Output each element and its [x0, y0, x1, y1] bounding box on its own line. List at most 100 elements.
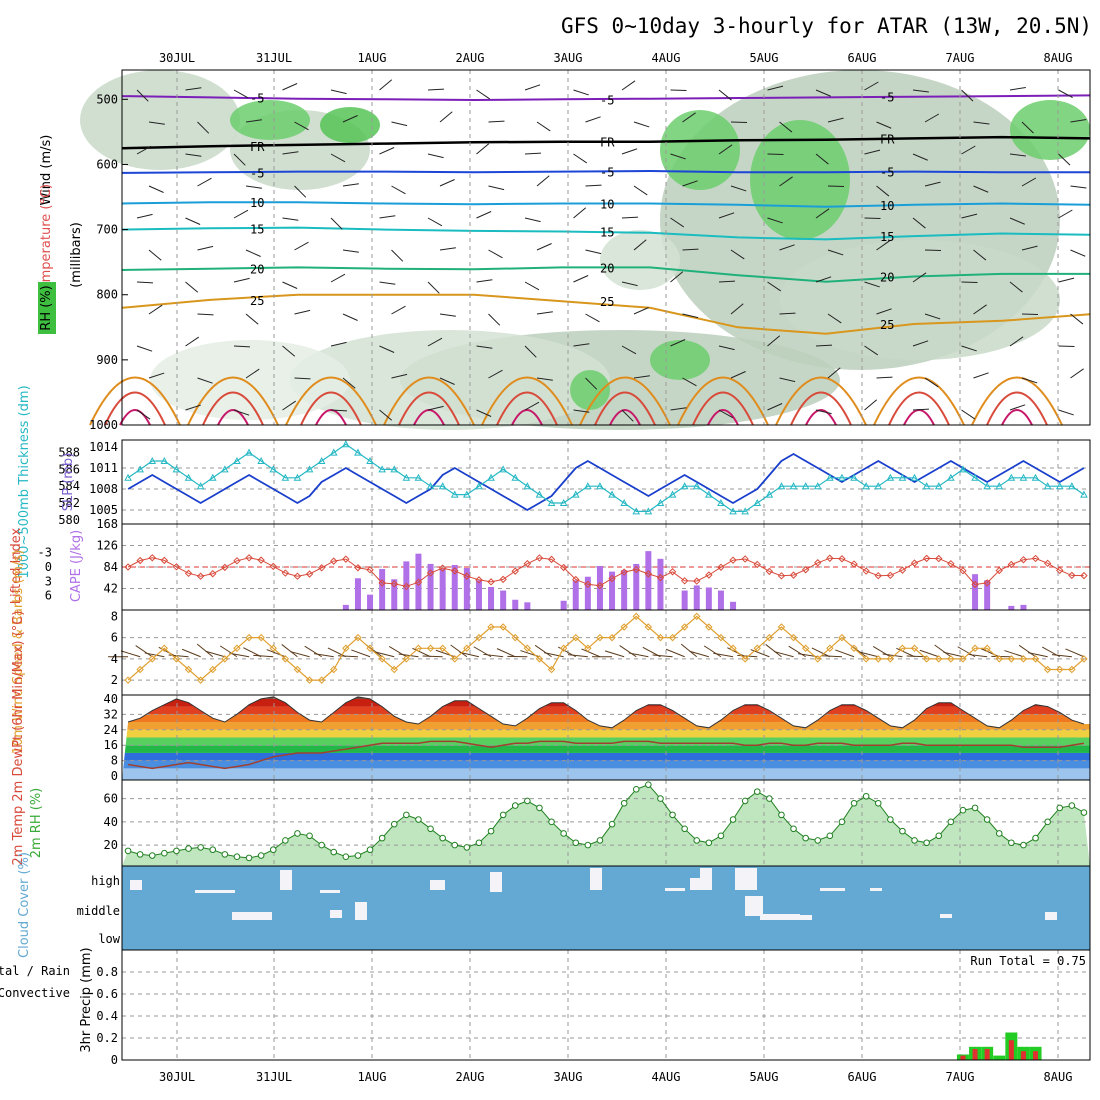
wind-barb-202	[233, 409, 250, 416]
low-contour-orange-4	[481, 376, 573, 426]
wind-barb-16	[912, 89, 929, 93]
cloud-background	[122, 866, 1090, 950]
low-contour-red-6	[692, 391, 754, 426]
li-marker-20	[366, 566, 374, 574]
wind10m-marker-4	[172, 655, 181, 663]
wind-barb-208	[524, 401, 540, 411]
contour-label-4-1: 15	[600, 226, 614, 240]
rh-marker-20	[366, 846, 374, 854]
rh-marker-68	[947, 818, 955, 826]
li-marker-7	[209, 570, 217, 578]
thickness-marker-13	[281, 473, 290, 481]
wind-barb-141	[197, 313, 214, 316]
wind-barb-75	[876, 185, 890, 197]
temp-tick-5: 0	[111, 769, 118, 783]
wind10m-barb-20	[351, 649, 371, 658]
wind10m-barb-74	[1004, 650, 1024, 658]
slp-tick-0: 1014	[89, 440, 118, 454]
thickness-marker-7	[208, 473, 217, 481]
precip-conv-bar-70	[972, 1049, 978, 1060]
rh-marker-8	[221, 851, 229, 858]
thickness-marker-70	[971, 473, 979, 481]
cloud-cell-7	[665, 888, 685, 891]
contour-label-0-1: -5	[600, 93, 614, 107]
wind-barb-177	[961, 345, 977, 352]
wind-barb-72	[730, 185, 747, 192]
cape-bar-30	[488, 586, 495, 610]
precip-tick-0: 0.8	[96, 965, 118, 979]
li-marker-3	[160, 556, 169, 565]
wind-barb-171	[670, 339, 686, 347]
rh-marker-5	[185, 845, 192, 852]
wind-barb-126	[427, 281, 440, 294]
ylabel-wind10m: 10m Wind Speed & Barbs (m/s)	[11, 550, 26, 755]
rh-marker-17	[330, 848, 338, 856]
li-tick-2: 3	[45, 574, 52, 588]
cape-bar-48	[705, 587, 712, 610]
cape-bar-32	[512, 599, 519, 610]
wind-barb-25	[391, 121, 408, 127]
rh-marker-27	[451, 841, 459, 849]
cape-tick-2: 84	[104, 560, 118, 574]
rh-shading-3	[320, 107, 380, 143]
li-marker-79	[1080, 571, 1088, 580]
ylabel-temp2m: 2m Temp 2m DewPt (6hr Min/Max) (°C)	[11, 611, 26, 866]
thickness-marker-4	[172, 465, 181, 473]
rh-marker-15	[306, 832, 313, 840]
low-contour-red-9	[986, 391, 1048, 426]
low-contour-orange-2	[285, 376, 377, 426]
contour-label-4-0: 15	[250, 222, 264, 236]
rh-shading-8	[290, 330, 610, 430]
cloud-cell-1	[280, 870, 292, 890]
thickness-marker-56	[801, 482, 810, 490]
bottom-date-label-1: 31JUL	[256, 1070, 292, 1084]
li-marker-2	[148, 554, 156, 562]
wind-barb-107	[488, 249, 503, 259]
low-contour-orange-8	[873, 376, 965, 426]
wind-barb-135	[864, 281, 880, 288]
precip-conv-bar-69	[960, 1055, 966, 1060]
wind-barb-178	[1009, 336, 1024, 347]
wind-barb-44	[330, 153, 346, 163]
wind-barb-52	[718, 144, 733, 155]
li-marker-36	[559, 563, 568, 572]
slp-line	[127, 452, 1085, 512]
wind-barb-38	[1021, 121, 1034, 134]
top-date-label-7: 6AUG	[848, 51, 877, 65]
thickness-marker-58	[826, 473, 834, 481]
wind10m-barb-41	[604, 650, 625, 658]
cape-bar-27	[451, 564, 458, 610]
top-date-label-8: 7AUG	[946, 51, 975, 65]
wind-barb-60	[148, 185, 164, 193]
li-marker-47	[693, 577, 701, 585]
wind-tick-3: 2	[111, 673, 118, 687]
rh-shading-0	[80, 70, 240, 170]
wind10m-barb-69	[943, 651, 964, 658]
wind-barb-84	[330, 217, 343, 230]
wind10m-marker-25	[426, 644, 435, 652]
wind-barb-147	[488, 313, 501, 326]
wind10m-marker-7	[209, 665, 217, 674]
li-marker-24	[414, 578, 423, 586]
wind10m-marker-78	[1068, 665, 1076, 674]
li-marker-18	[342, 555, 350, 563]
rh-shading-13	[600, 230, 680, 290]
wind-barb-206	[427, 405, 444, 411]
thickness-marker-55	[789, 482, 798, 490]
wind10m-marker-62	[874, 655, 882, 663]
rh-marker-18	[342, 853, 350, 861]
wind-barb-68	[536, 175, 550, 187]
li-marker-71	[983, 579, 991, 587]
li-marker-40	[608, 574, 616, 583]
thickness-marker-19	[354, 448, 362, 456]
rh-marker-34	[536, 804, 543, 812]
wind10m-marker-34	[535, 655, 544, 663]
wind-barb-128	[524, 281, 540, 291]
wind10m-marker-26	[438, 644, 447, 652]
cape-bar-47	[693, 585, 700, 610]
rh-marker-37	[572, 839, 580, 847]
wind10m-barb-76	[1027, 652, 1048, 658]
rh-marker-53	[766, 795, 773, 802]
bottom-date-label-3: 2AUG	[456, 1070, 485, 1084]
wind10m-marker-50	[729, 644, 737, 652]
